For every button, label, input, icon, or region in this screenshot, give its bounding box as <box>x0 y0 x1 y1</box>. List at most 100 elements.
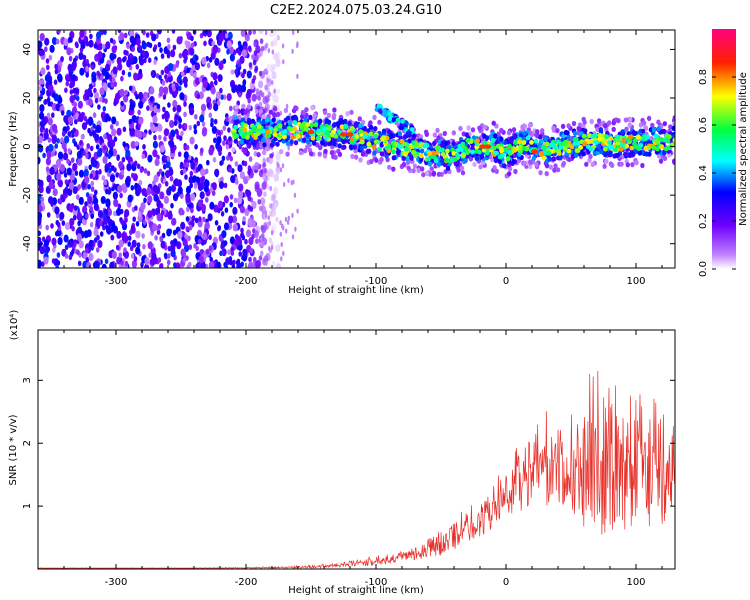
spectrogram-cell <box>420 166 425 172</box>
spectrogram-cell <box>160 210 165 216</box>
spectrogram-cell <box>109 37 114 44</box>
spectrogram-cell <box>535 129 540 135</box>
spectrogram-cell <box>551 125 556 131</box>
spectrogram-cell <box>137 44 142 51</box>
spectrogram-cell <box>507 143 512 149</box>
spectrogram-cell <box>159 263 164 268</box>
spectrogram-cell <box>51 134 58 143</box>
spectrogram-cell <box>393 141 399 147</box>
spectrogram-cell <box>398 144 403 150</box>
spectrogram-cell <box>242 248 248 257</box>
spectrogram-cell <box>525 135 531 141</box>
spectrogram-cell <box>628 134 633 140</box>
spectrogram-cell <box>253 230 259 239</box>
spectrogram-cell <box>68 254 73 261</box>
spectrogram-cell <box>183 94 188 101</box>
spectrogram-cell <box>443 169 448 175</box>
spectrogram-cell <box>180 130 184 137</box>
spectrogram-cell <box>189 182 193 189</box>
spectrogram-cell <box>102 155 108 164</box>
spectrogram-cell <box>555 128 560 134</box>
spectrogram-cell <box>182 76 188 85</box>
spectrogram-cell <box>172 229 177 236</box>
spectrogram-cell <box>60 56 64 62</box>
spectrogram-cell <box>381 135 386 141</box>
spectrogram-cell <box>507 149 512 155</box>
spectrogram-cell <box>279 220 282 226</box>
spectrogram-cell <box>90 180 95 187</box>
spectrogram-cell <box>229 259 233 266</box>
spectrogram-cell <box>663 146 669 152</box>
spectrogram-cell <box>522 130 527 136</box>
spectrogram-cell <box>283 182 286 187</box>
spectrogram-cell <box>229 155 233 162</box>
spectrogram-cell <box>142 97 146 103</box>
spectrogram-cell <box>157 41 162 48</box>
spectrogram-cell <box>208 57 213 63</box>
spectrogram-cell <box>555 167 561 173</box>
spectrogram-cell <box>252 59 257 66</box>
spectrogram-cell <box>436 171 442 177</box>
spectrogram-cell <box>240 134 246 139</box>
spectrogram-cell <box>194 144 198 150</box>
spectrogram-cell <box>477 125 482 131</box>
spectrogram-cell <box>206 62 211 69</box>
spectrogram-cell <box>58 199 63 205</box>
spectrogram-cell <box>90 186 95 192</box>
spectrogram-cell <box>69 89 74 95</box>
spectrogram-cell <box>131 239 137 248</box>
spectrogram-cell <box>239 139 244 145</box>
spectrogram-cell <box>213 103 219 112</box>
spectrogram-cell <box>128 118 133 125</box>
spectrogram-cell <box>424 170 430 176</box>
spectrogram-cell <box>261 128 267 134</box>
spectrogram-cell <box>556 149 561 155</box>
spectrogram-cell <box>141 188 147 196</box>
spectrogram-cell <box>176 241 182 250</box>
spectrogram-cell <box>260 197 266 206</box>
spectrogram-cell <box>137 131 143 139</box>
spectrogram-cell <box>607 120 612 126</box>
spectrogram-cell <box>99 75 104 81</box>
spectrogram-cell <box>38 79 42 86</box>
spectrogram-cell <box>426 156 431 162</box>
spectrogram-cell <box>292 30 295 35</box>
spectrogram-cell <box>116 56 122 65</box>
spectrogram-cell <box>432 132 437 138</box>
spectrogram-cell <box>379 151 385 157</box>
spectrogram-cell <box>217 225 222 231</box>
spectrogram-cell <box>181 50 188 59</box>
spectrogram-cell <box>85 257 90 263</box>
spectrogram-cell <box>667 152 672 158</box>
spectrogram-cell <box>198 76 203 83</box>
spectrogram-cell <box>112 191 118 200</box>
spectrogram-cell <box>200 147 204 154</box>
spectrogram-cell <box>51 112 55 118</box>
spectrogram-cell <box>354 121 359 127</box>
spectrogram-cell <box>242 148 247 154</box>
spectrogram-cell <box>131 172 135 179</box>
spectrogram-cell <box>62 130 66 137</box>
spectrogram-cell <box>643 145 649 151</box>
spectrogram-cell <box>50 166 54 173</box>
spectrogram-cell <box>189 136 195 145</box>
spectrogram-cell <box>273 127 278 133</box>
spectrogram-cell <box>620 129 625 135</box>
spectrogram-cell <box>117 62 123 71</box>
spectrogram-cell <box>195 263 199 268</box>
spectrogram-cell <box>87 98 93 107</box>
spectrogram-cell <box>147 57 152 63</box>
spectrogram-cell <box>432 154 437 160</box>
snr-xtick-label: 100 <box>626 577 645 588</box>
spectrogram-cell <box>179 161 184 168</box>
spectrogram-cell <box>518 148 524 154</box>
spectrogram-cell <box>254 67 258 74</box>
spectrogram-cell <box>223 222 230 231</box>
spectrogram-cell <box>272 38 278 47</box>
colorbar-label: Normalized spectral amplitude <box>738 72 749 226</box>
spectrogram-cell <box>119 88 125 97</box>
spectrogram-cell <box>133 160 138 167</box>
spectrogram-cell <box>173 179 177 186</box>
spectrogram-cell <box>172 106 177 113</box>
spectrogram-cell <box>537 142 542 148</box>
